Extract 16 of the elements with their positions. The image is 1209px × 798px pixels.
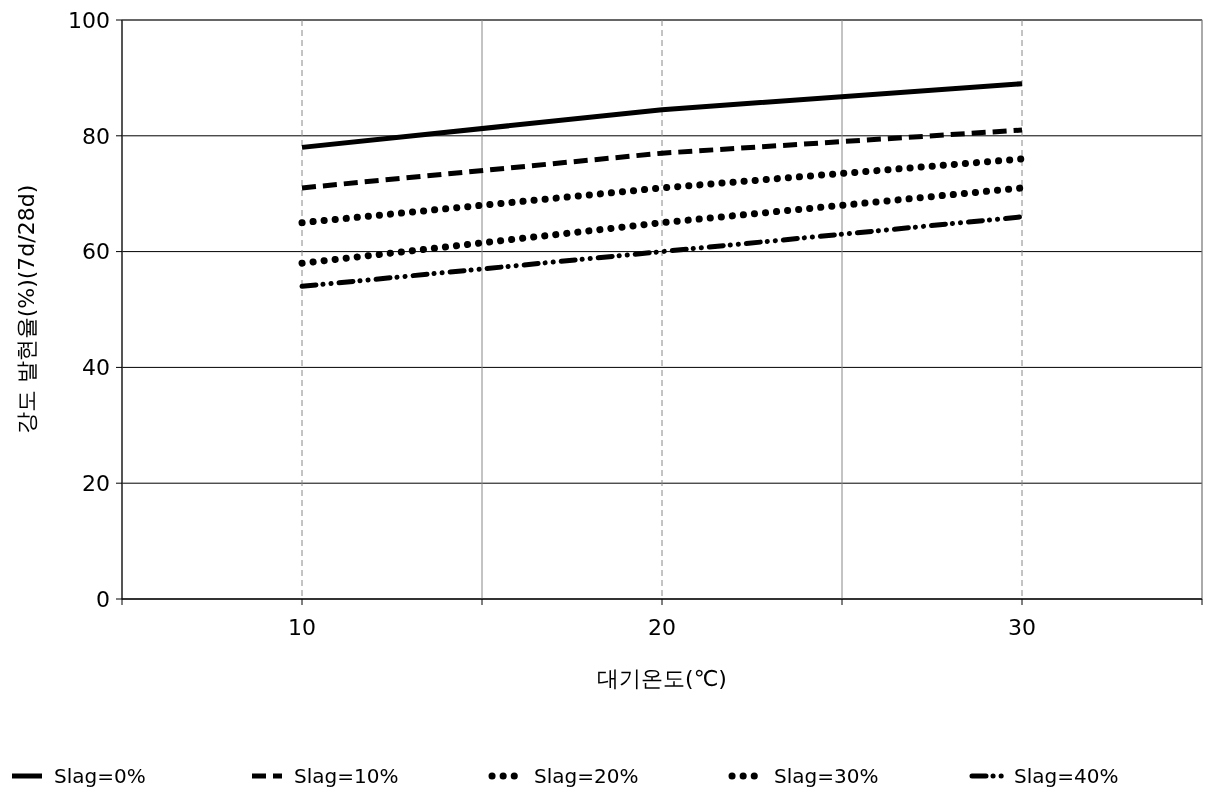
y-tick-label: 0 bbox=[96, 586, 110, 612]
y-tick-label: 20 bbox=[82, 470, 110, 496]
legend-label: Slag=10% bbox=[294, 764, 399, 788]
legend-label: Slag=30% bbox=[774, 764, 879, 788]
y-tick-label: 40 bbox=[82, 355, 110, 381]
legend-label: Slag=0% bbox=[54, 764, 146, 788]
x-axis-title: 대기온도(℃) bbox=[597, 666, 727, 691]
legend-label: Slag=40% bbox=[1014, 764, 1119, 788]
y-tick-label: 80 bbox=[82, 123, 110, 149]
y-tick-label: 60 bbox=[82, 239, 110, 265]
y-tick-label: 100 bbox=[68, 7, 110, 33]
x-tick-label: 30 bbox=[1008, 615, 1036, 640]
legend-label: Slag=20% bbox=[534, 764, 639, 788]
x-tick-label: 10 bbox=[288, 615, 316, 640]
y-axis-title: 강도 발현율(%)(7d/28d) bbox=[14, 184, 39, 435]
x-tick-label: 20 bbox=[648, 615, 676, 640]
